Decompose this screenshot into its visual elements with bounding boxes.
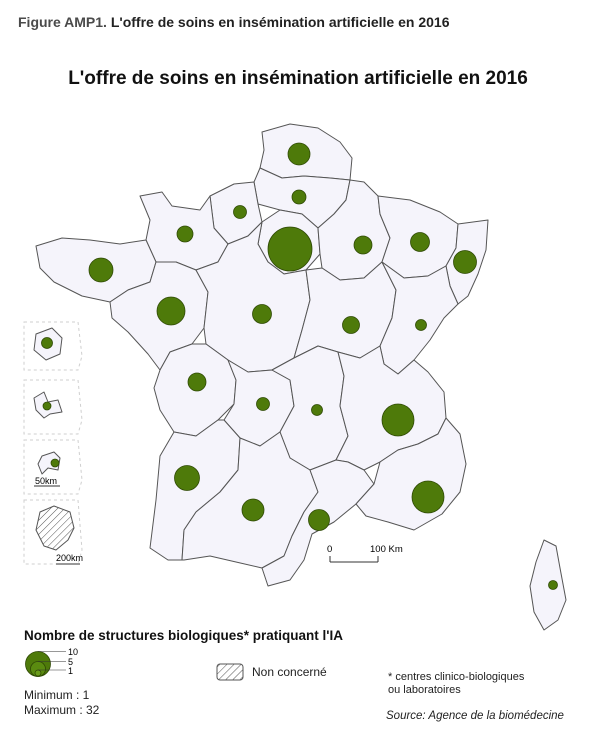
footnote: * centres clinico-biologiques ou laborat… xyxy=(388,671,524,697)
circle-rhone-alpes xyxy=(381,403,415,437)
map-title: L'offre de soins en insémination artific… xyxy=(68,68,528,89)
circle-champagne-ardenne xyxy=(353,235,373,255)
legend-size-5: 5 xyxy=(68,657,73,667)
circle-pays-de-la-loire xyxy=(156,296,186,326)
footnote-line-2: ou laboratoires xyxy=(388,684,461,696)
circle-martinique xyxy=(42,401,52,411)
circle-bourgogne xyxy=(342,316,360,334)
circle-bretagne xyxy=(88,257,114,283)
circle-centre xyxy=(252,304,272,324)
region-corse xyxy=(529,539,567,631)
figure-caption: Figure AMP1. L'offre de soins en insémin… xyxy=(18,14,449,30)
source-text: Source: Agence de la biomédecine xyxy=(386,710,564,722)
circle-corse xyxy=(548,580,558,590)
scale-start-label: 0 xyxy=(327,544,332,555)
scale-bar xyxy=(329,556,379,563)
circle-auvergne xyxy=(311,404,323,416)
circle-basse-normandie xyxy=(176,225,194,243)
scale-end-label: 100 Km xyxy=(370,544,403,555)
legend-title: Nombre de structures biologiques* pratiq… xyxy=(24,628,343,643)
inset-frame-martinique xyxy=(23,379,83,435)
legend-size-1: 1 xyxy=(68,666,73,676)
region-guyane xyxy=(35,505,75,551)
region-guadeloupe xyxy=(37,451,61,475)
legend-not-concerned-label: Non concerné xyxy=(252,665,327,679)
circle-reunion xyxy=(41,337,53,349)
figure-number: Figure AMP1. xyxy=(18,14,107,30)
circle-limousin xyxy=(256,397,270,411)
circle-guadeloupe xyxy=(50,458,60,468)
circle-ile-de-france xyxy=(267,226,313,272)
circle-midi-pyrenees xyxy=(241,498,265,522)
circle-picardie xyxy=(291,189,307,205)
inset-frame-guadeloupe xyxy=(23,439,83,495)
inset-frame-guyane xyxy=(23,499,83,565)
circle-paca xyxy=(411,480,445,514)
circle-aquitaine xyxy=(174,465,200,491)
footnote-line-1: * centres clinico-biologiques xyxy=(388,671,525,683)
circle-languedoc-roussillon xyxy=(308,509,330,531)
figure-caption-text: L'offre de soins en insémination artific… xyxy=(110,14,450,30)
legend-minimum: Minimum : 1 xyxy=(24,688,90,702)
legend-maximum: Maximum : 32 xyxy=(24,703,100,717)
circle-poitou-charentes xyxy=(187,372,207,392)
guadeloupe-scale-label: 50km xyxy=(35,476,57,486)
circle-lorraine xyxy=(410,232,430,252)
circle-haute-normandie xyxy=(233,205,247,219)
legend-size-circles xyxy=(25,651,51,677)
legend-size-10: 10 xyxy=(68,647,78,657)
circle-franche-comte xyxy=(415,319,427,331)
region-franche-comte xyxy=(379,261,459,375)
legend-not-concerned-swatch xyxy=(216,663,244,681)
circle-alsace xyxy=(453,250,477,274)
guyane-scale-label: 200km xyxy=(56,553,83,563)
circle-nord-pas-de-calais xyxy=(287,142,311,166)
inset-frame-reunion xyxy=(23,321,83,371)
